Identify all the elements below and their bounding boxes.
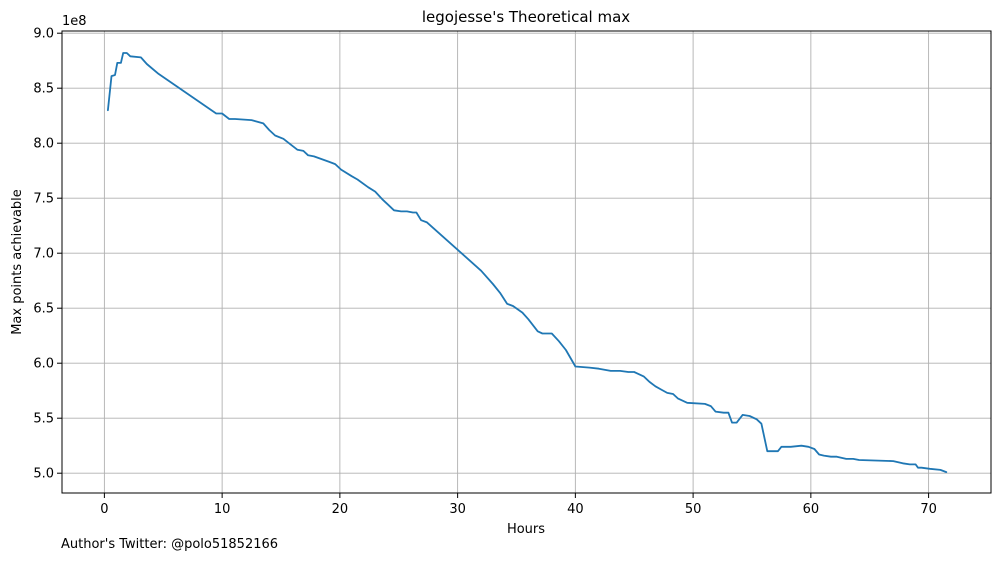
y-tick-label: 5.0 [33,467,54,482]
x-axis: 0 10 20 30 40 50 60 70 [100,493,937,517]
y-tick-label: 7.0 [33,247,54,262]
y-tick-label: 9.0 [33,27,54,42]
plot-background [62,31,991,493]
x-tick-label: 70 [920,502,937,517]
x-tick-label: 60 [803,502,820,517]
author-caption: Author's Twitter: @polo51852166 [61,537,279,552]
y-axis-label: Max points achievable [10,189,25,335]
grid-lines [62,31,991,493]
series-line [107,52,948,474]
series-group [107,52,948,474]
y-tick-label: 6.0 [33,357,54,372]
y-tick-label: 5.5 [33,412,54,427]
x-tick-label: 20 [332,502,349,517]
x-tick-label: 50 [685,502,702,517]
plot-frame [61,30,992,494]
x-tick-label: 30 [449,502,466,517]
x-tick-label: 0 [100,502,108,517]
y-tick-label: 8.5 [33,82,54,97]
y-axis-offset-label: 1e8 [62,14,87,29]
y-axis: 5.0 5.5 6.0 6.5 7.0 7.5 8.0 8.5 9.0 [33,27,62,482]
x-tick-label: 10 [214,502,231,517]
y-tick-label: 8.0 [33,137,54,152]
y-tick-label: 6.5 [33,302,54,317]
x-axis-label: Hours [507,522,545,537]
y-tick-label: 7.5 [33,192,54,207]
x-tick-label: 40 [567,502,584,517]
chart-title: legojesse's Theoretical max [422,8,630,26]
